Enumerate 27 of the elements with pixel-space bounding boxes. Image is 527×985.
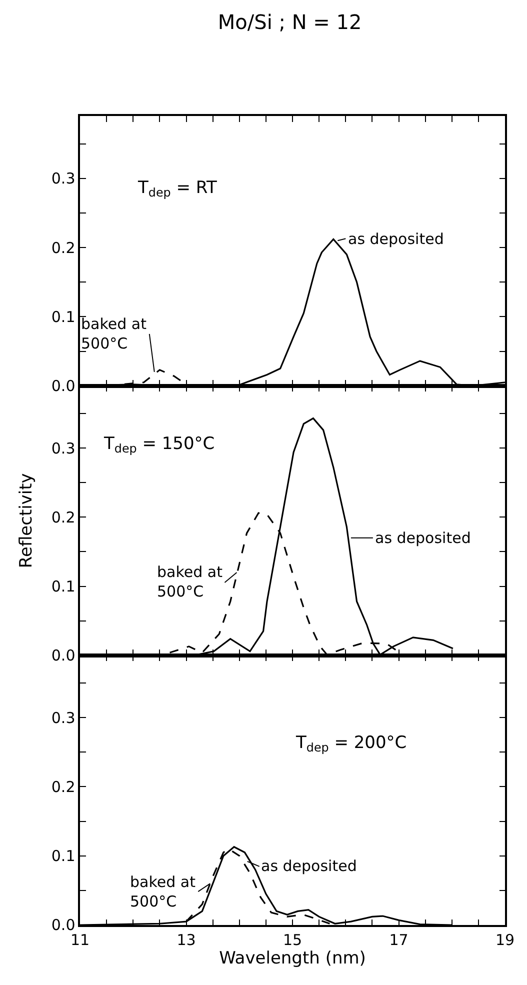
annotation: as deposited: [375, 529, 471, 547]
annotation: as deposited: [261, 857, 357, 875]
annotation: as deposited: [348, 230, 444, 248]
annotation: T$_{dep}$ = 150°C: [103, 434, 215, 456]
text: 0.0: [51, 377, 76, 396]
y-tick-label: 0.1: [51, 578, 76, 596]
annotation: T$_{dep}$ = RT: [137, 178, 218, 200]
y-tick-label: 0.3: [51, 170, 76, 188]
y-tick-label: 0.1: [51, 308, 76, 326]
annotation: baked at 500°C: [130, 873, 196, 910]
chart-title: Mo/Si ; N = 12: [218, 10, 362, 34]
text: 0.0: [51, 646, 76, 665]
annotation: baked at 500°C: [81, 315, 147, 352]
y-axis-title: Reflectivity: [16, 473, 36, 568]
y-tick-label: 0.3: [51, 708, 76, 727]
x-tick-label: 15: [282, 930, 302, 949]
y-tick-label: 0.2: [51, 238, 76, 257]
y-tick-label: 0.2: [51, 778, 76, 796]
y-tick-label: 0.3: [51, 439, 76, 458]
annotation: T$_{dep}$ = 200°C: [295, 733, 407, 755]
x-axis-title: Wavelength (nm): [219, 948, 366, 969]
x-tick-label: 17: [389, 930, 408, 949]
y-tick-label: 0.1: [51, 847, 76, 866]
x-tick-label: 13: [176, 930, 196, 949]
annotation: baked at 500°C: [157, 563, 223, 600]
x-tick-label: 19: [495, 930, 515, 949]
y-tick-label: 0.2: [51, 508, 76, 526]
